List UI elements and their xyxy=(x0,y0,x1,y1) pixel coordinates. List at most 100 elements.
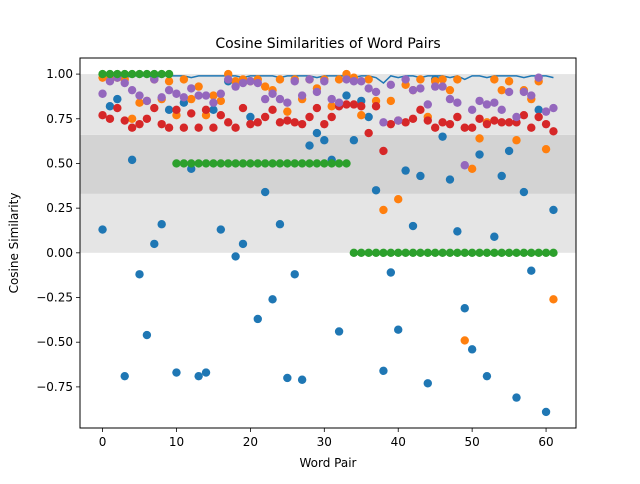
scatter-point xyxy=(438,132,447,141)
scatter-point xyxy=(438,118,447,127)
scatter-point xyxy=(453,248,462,258)
scatter-point xyxy=(416,75,425,84)
scatter-point xyxy=(297,159,307,168)
scatter-point xyxy=(224,75,233,84)
scatter-point xyxy=(527,123,536,132)
scatter-point xyxy=(504,146,514,156)
scatter-point xyxy=(283,159,292,168)
scatter-point xyxy=(364,84,373,93)
scatter-point xyxy=(401,166,410,175)
scatter-point xyxy=(386,268,396,277)
y-tick-label: 1.00 xyxy=(46,67,73,81)
scatter-point xyxy=(164,123,174,132)
scatter-point xyxy=(275,75,285,84)
scatter-point xyxy=(453,112,462,122)
scatter-point xyxy=(135,98,144,107)
scatter-point xyxy=(98,225,107,234)
scatter-point xyxy=(504,77,514,86)
scatter-point xyxy=(231,123,240,132)
scatter-point xyxy=(179,75,189,84)
scatter-point xyxy=(179,123,189,132)
scatter-point xyxy=(201,368,211,377)
scatter-point xyxy=(150,103,159,113)
scatter-point xyxy=(164,85,174,95)
scatter-point xyxy=(534,248,543,258)
scatter-point xyxy=(201,105,211,115)
scatter-point xyxy=(305,75,314,84)
scatter-point xyxy=(120,371,129,381)
scatter-point xyxy=(357,102,366,111)
scatter-point xyxy=(320,136,329,145)
scatter-point xyxy=(290,118,299,127)
scatter-point xyxy=(127,69,137,79)
x-tick-label: 0 xyxy=(99,435,107,449)
scatter-point xyxy=(379,366,388,375)
scatter-point xyxy=(423,100,432,109)
y-tick-label: −0.50 xyxy=(36,335,73,349)
scatter-point xyxy=(379,118,388,127)
scatter-point xyxy=(541,107,551,116)
scatter-point xyxy=(268,105,277,115)
scatter-point xyxy=(164,105,174,115)
scatter-point xyxy=(453,98,462,107)
scatter-point xyxy=(460,304,469,313)
scatter-point xyxy=(394,248,403,258)
scatter-point xyxy=(157,220,166,229)
scatter-point xyxy=(408,248,418,258)
scatter-point xyxy=(549,103,558,113)
scatter-point xyxy=(549,205,558,215)
scatter-point xyxy=(497,171,506,181)
scatter-point xyxy=(482,119,492,129)
y-axis-label: Cosine Similarity xyxy=(7,193,21,294)
scatter-point xyxy=(305,159,314,168)
scatter-point xyxy=(467,248,477,258)
scatter-point xyxy=(297,375,307,384)
scatter-point xyxy=(98,111,107,120)
x-axis-label: Word Pair xyxy=(300,456,357,470)
scatter-point xyxy=(467,345,477,354)
scatter-point xyxy=(460,336,469,345)
scatter-point xyxy=(164,69,174,79)
scatter-point xyxy=(482,248,492,258)
scatter-point xyxy=(179,93,189,102)
scatter-point xyxy=(238,239,248,249)
scatter-point xyxy=(224,118,233,127)
scatter-point xyxy=(394,116,403,125)
scatter-point xyxy=(157,119,166,129)
scatter-point xyxy=(482,371,492,381)
scatter-point xyxy=(357,248,366,258)
scatter-point xyxy=(527,266,536,275)
scatter-point xyxy=(408,221,418,231)
scatter-point xyxy=(549,295,558,304)
scatter-point xyxy=(246,112,255,122)
scatter-point xyxy=(497,85,506,95)
scatter-point xyxy=(150,239,159,249)
scatter-point xyxy=(246,119,255,129)
scatter-point xyxy=(179,159,189,168)
scatter-point xyxy=(209,159,218,168)
scatter-point xyxy=(342,91,351,100)
scatter-point xyxy=(194,91,203,100)
scatter-point xyxy=(105,114,115,123)
scatter-point xyxy=(401,118,410,127)
scatter-point xyxy=(150,69,159,79)
scatter-point xyxy=(297,91,307,100)
scatter-point xyxy=(260,82,270,91)
scatter-point xyxy=(408,114,418,123)
scatter-point xyxy=(246,159,255,168)
x-tick-label: 10 xyxy=(169,435,184,449)
scatter-point xyxy=(349,77,359,86)
scatter-point xyxy=(379,146,388,156)
scatter-point xyxy=(260,159,270,168)
scatter-point xyxy=(416,171,425,181)
scatter-point xyxy=(416,248,425,258)
scatter-point xyxy=(201,91,211,100)
scatter-point xyxy=(260,94,270,104)
scatter-point xyxy=(482,100,492,109)
scatter-point xyxy=(187,159,196,168)
scatter-point xyxy=(187,94,196,104)
scatter-point xyxy=(504,248,514,258)
scatter-point xyxy=(364,128,373,138)
scatter-point xyxy=(238,78,248,88)
